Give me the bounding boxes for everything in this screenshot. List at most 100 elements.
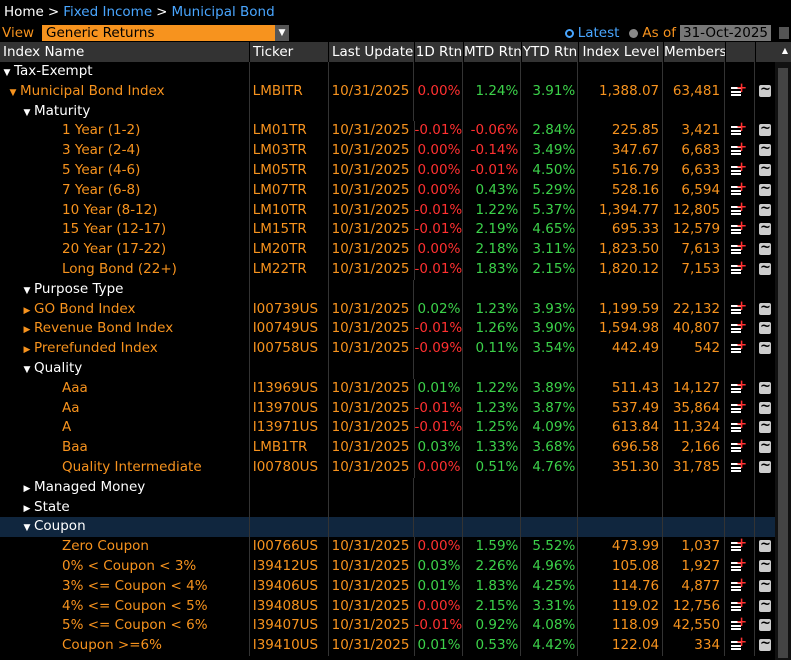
add-to-list-icon[interactable]: +: [731, 220, 747, 236]
chart-icon[interactable]: [759, 260, 772, 278]
chart-icon[interactable]: [759, 141, 772, 159]
add-to-list-icon[interactable]: +: [731, 418, 747, 434]
table-row[interactable]: 20 Year (17-22) LM20TR 10/31/2025 0.00% 2.18…: [0, 240, 775, 260]
table-row[interactable]: 15 Year (12-17) LM15TR 10/31/2025 -0.01% 2.1…: [0, 220, 775, 241]
group-row[interactable]: ▼ Coupon: [0, 517, 775, 538]
table-row[interactable]: Aaa I13969US 10/31/2025 0.01% 1.22% 3.89% 511.…: [0, 378, 775, 399]
group-row[interactable]: ▼ Maturity: [0, 101, 775, 122]
breadcrumb-fixed-income[interactable]: Fixed Income: [63, 4, 153, 20]
expand-right-icon[interactable]: ▶: [23, 345, 31, 356]
expand-down-icon[interactable]: ▼: [9, 87, 17, 98]
add-to-list-icon[interactable]: +: [731, 458, 747, 474]
table-row[interactable]: 7 Year (6-8) LM07TR 10/31/2025 0.00% 0.43% 5.…: [0, 180, 775, 201]
table-row[interactable]: Quality Intermediate I00780US 10/31/2025 0.…: [0, 457, 775, 478]
table-row[interactable]: 0% < Coupon < 3% I39412US 10/31/2025 0.03% 2…: [0, 556, 775, 577]
scrollbar-thumb[interactable]: [778, 68, 788, 658]
add-to-list-icon[interactable]: +: [731, 121, 747, 137]
asof-date-field[interactable]: 31-Oct-2025: [680, 25, 771, 41]
expand-down-icon[interactable]: ▼: [3, 68, 11, 78]
table-row[interactable]: Coupon >=6% I39410US 10/31/2025 0.01% 0.53% 4…: [0, 636, 775, 656]
add-to-list-icon[interactable]: +: [731, 557, 747, 573]
add-to-list-icon[interactable]: +: [731, 260, 747, 276]
table-row[interactable]: ▶ GO Bond Index I00739US 10/31/2025 0.02% 1.2…: [0, 299, 775, 320]
add-to-list-icon[interactable]: +: [731, 537, 747, 553]
expand-right-icon[interactable]: ▶: [23, 483, 31, 494]
table-row[interactable]: ▶ Revenue Bond Index I00749US 10/31/2025 -0.…: [0, 319, 775, 340]
group-row[interactable]: ▶ Managed Money: [0, 477, 775, 498]
group-row[interactable]: ▼ Tax-Exempt: [0, 62, 775, 82]
add-to-list-icon[interactable]: +: [731, 181, 747, 197]
expand-down-icon[interactable]: ▼: [23, 364, 31, 375]
vertical-scrollbar[interactable]: [775, 62, 791, 660]
chevron-down-icon[interactable]: ▼: [275, 25, 289, 41]
expand-down-icon[interactable]: ▼: [23, 523, 31, 534]
view-dropdown[interactable]: Generic Returns ▼: [42, 25, 289, 41]
breadcrumb-home[interactable]: Home: [4, 4, 44, 20]
add-to-list-icon[interactable]: +: [731, 379, 747, 395]
chart-icon[interactable]: [759, 300, 772, 317]
chart-icon[interactable]: [759, 597, 772, 614]
table-row[interactable]: Long Bond (22+) LM22TR 10/31/2025 -0.01% 1.8…: [0, 259, 775, 280]
group-row[interactable]: ▼ Purpose Type: [0, 279, 775, 300]
table-row[interactable]: A I13971US 10/31/2025 -0.01% 1.25% 4.09% 613.8…: [0, 418, 775, 439]
table-row[interactable]: ▼ Municipal Bond Index LMBITR 10/31/2025 0.0…: [0, 81, 775, 102]
add-to-list-icon[interactable]: +: [731, 339, 747, 355]
table-row[interactable]: Aa I13970US 10/31/2025 -0.01% 1.23% 3.87% 537.…: [0, 398, 775, 419]
add-to-list-icon[interactable]: +: [731, 399, 747, 415]
add-to-list-icon[interactable]: +: [731, 636, 747, 652]
chart-icon[interactable]: [759, 537, 772, 555]
expand-down-icon[interactable]: ▼: [23, 285, 31, 296]
col-ticker[interactable]: Ticker: [250, 42, 329, 62]
chart-icon[interactable]: [759, 616, 772, 634]
col-ytd-rtn[interactable]: YTD Rtn: [522, 42, 579, 62]
chart-icon[interactable]: [759, 319, 772, 337]
col-members[interactable]: Members: [664, 42, 726, 62]
table-row[interactable]: Zero Coupon I00766US 10/31/2025 0.00% 1.59% 5…: [0, 537, 775, 557]
latest-radio[interactable]: [564, 28, 574, 38]
expand-right-icon[interactable]: ▶: [23, 305, 31, 316]
expand-right-icon[interactable]: ▶: [23, 325, 31, 336]
table-row[interactable]: 4% <= Coupon < 5% I39408US 10/31/2025 0.00%…: [0, 596, 775, 617]
chart-icon[interactable]: [759, 82, 772, 100]
chart-icon[interactable]: [759, 220, 772, 238]
chart-icon[interactable]: [759, 161, 772, 179]
chart-icon[interactable]: [759, 181, 772, 199]
add-to-list-icon[interactable]: +: [731, 319, 747, 335]
add-to-list-icon[interactable]: +: [731, 300, 747, 316]
group-row[interactable]: ▼ Quality: [0, 358, 775, 379]
expand-down-icon[interactable]: ▼: [23, 107, 31, 118]
asof-label[interactable]: As of: [642, 25, 676, 41]
calendar-icon[interactable]: [779, 27, 789, 39]
add-to-list-icon[interactable]: +: [731, 141, 747, 157]
chart-icon[interactable]: [759, 438, 772, 456]
latest-label[interactable]: Latest: [577, 25, 620, 41]
group-row[interactable]: ▶ State: [0, 497, 775, 518]
chart-icon[interactable]: [759, 240, 772, 258]
table-row[interactable]: Baa LMB1TR 10/31/2025 0.03% 1.33% 3.68% 696.58…: [0, 438, 775, 458]
table-row[interactable]: 5% <= Coupon < 6% I39407US 10/31/2025 -0.01…: [0, 616, 775, 637]
chart-icon[interactable]: [759, 399, 772, 416]
add-to-list-icon[interactable]: +: [731, 438, 747, 454]
expand-right-icon[interactable]: ▶: [23, 503, 31, 514]
table-row[interactable]: 1 Year (1-2) LM01TR 10/31/2025 -0.01% -0.06%…: [0, 121, 775, 142]
asof-radio[interactable]: [629, 28, 639, 38]
add-to-list-icon[interactable]: +: [731, 597, 747, 613]
chart-icon[interactable]: [759, 577, 772, 595]
scroll-up-icon[interactable]: ▲: [781, 46, 788, 55]
col-1d-rtn[interactable]: 1D Rtn: [415, 42, 464, 62]
breadcrumb-municipal-bond[interactable]: Municipal Bond: [171, 4, 275, 20]
add-to-list-icon[interactable]: +: [731, 161, 747, 177]
table-row[interactable]: 3% <= Coupon < 4% I39406US 10/31/2025 0.01%…: [0, 576, 775, 597]
add-to-list-icon[interactable]: +: [731, 616, 747, 632]
table-row[interactable]: ▶ Prerefunded Index I00758US 10/31/2025 -0.0…: [0, 339, 775, 359]
table-row[interactable]: 5 Year (4-6) LM05TR 10/31/2025 0.00% -0.01% 4…: [0, 160, 775, 181]
col-index-name[interactable]: Index Name: [0, 42, 250, 62]
chart-icon[interactable]: [759, 201, 772, 218]
add-to-list-icon[interactable]: +: [731, 240, 747, 256]
chart-icon[interactable]: [759, 636, 772, 654]
chart-icon[interactable]: [759, 458, 772, 476]
add-to-list-icon[interactable]: +: [731, 82, 747, 98]
chart-icon[interactable]: [759, 557, 772, 575]
col-mtd-rtn[interactable]: MTD Rtn: [464, 42, 522, 62]
chart-icon[interactable]: [759, 121, 772, 139]
